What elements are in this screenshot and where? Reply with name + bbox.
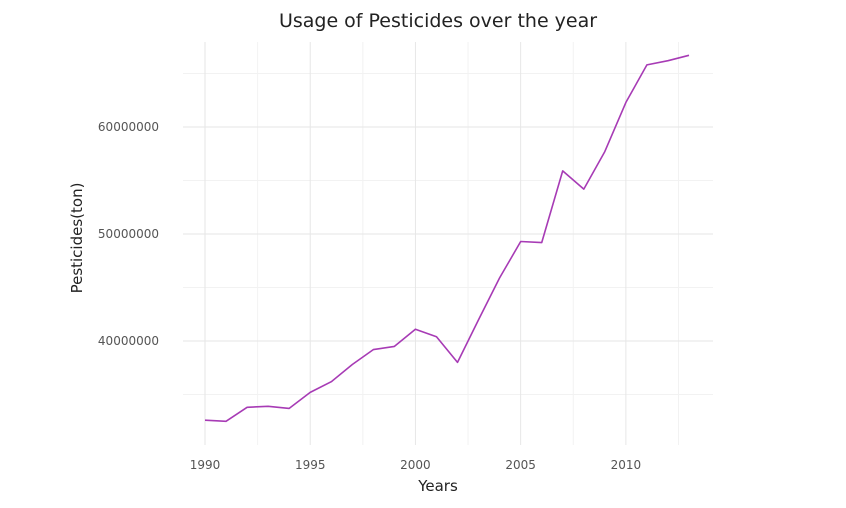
data-point [414, 328, 416, 330]
data-points [204, 54, 690, 422]
x-tick-label: 2000 [400, 458, 431, 472]
data-point [204, 419, 206, 421]
data-point [498, 277, 500, 279]
data-point [246, 406, 248, 408]
y-axis-label: Pesticides(ton) [68, 183, 86, 294]
x-tick-label: 2010 [611, 458, 642, 472]
data-point [372, 348, 374, 350]
data-point [625, 101, 627, 103]
y-tick-label: 60000000 [98, 120, 159, 134]
data-point [456, 361, 458, 363]
x-axis-ticks: 1990 1995 2000 2005 2010 [190, 458, 641, 472]
data-point [688, 54, 690, 56]
data-point [225, 420, 227, 422]
data-point [583, 188, 585, 190]
data-point [267, 405, 269, 407]
x-tick-label: 1990 [190, 458, 221, 472]
x-tick-label: 1995 [295, 458, 326, 472]
y-tick-label: 50000000 [98, 227, 159, 241]
data-point [562, 170, 564, 172]
x-axis-label: Years [417, 477, 458, 495]
data-point [667, 59, 669, 61]
data-point [288, 407, 290, 409]
data-point [351, 363, 353, 365]
x-tick-label: 2005 [505, 458, 536, 472]
data-point [309, 391, 311, 393]
grid [183, 42, 713, 445]
data-point [519, 240, 521, 242]
data-point [646, 64, 648, 66]
data-point [477, 318, 479, 320]
pesticides-series-line [204, 54, 690, 423]
data-point [435, 336, 437, 338]
data-point [330, 380, 332, 382]
y-axis-ticks: 40000000 50000000 60000000 [98, 120, 159, 348]
data-point [393, 345, 395, 347]
y-tick-label: 40000000 [98, 334, 159, 348]
data-point [604, 150, 606, 152]
data-point [540, 241, 542, 243]
chart-title: Usage of Pesticides over the year [279, 10, 597, 32]
